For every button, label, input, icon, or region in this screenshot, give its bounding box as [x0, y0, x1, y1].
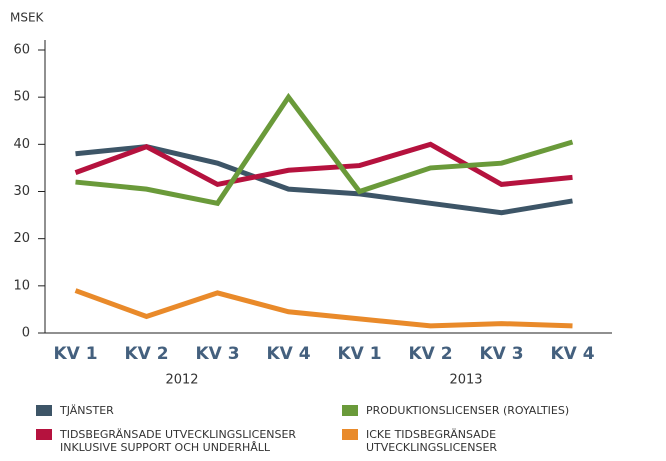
series-line	[74, 141, 573, 188]
x-tick-label: KV 2	[124, 344, 168, 364]
legend-item: TIDSBEGRÄNSADE UTVECKLINGSLICENSER INKLU…	[36, 428, 322, 454]
legend-label: TJÄNSTER	[60, 404, 114, 417]
y-tick-label: 60	[13, 43, 30, 58]
series-line	[74, 288, 573, 329]
series-line	[75, 144, 573, 216]
y-tick-label: 10	[13, 278, 30, 293]
x-tick-label: KV 2	[408, 344, 452, 364]
legend-swatch	[36, 429, 52, 440]
legend-item: ICKE TIDSBEGRÄNSADE UTVECKLINGSLICENSER	[342, 428, 628, 454]
y-tick-label: 0	[22, 326, 30, 341]
legend-label: ICKE TIDSBEGRÄNSADE UTVECKLINGSLICENSER	[366, 428, 498, 454]
y-axis-label: MSEK	[10, 11, 45, 25]
y-tick-label: 30	[13, 184, 30, 199]
legend-label: PRODUKTIONSLICENSER (ROYALTIES)	[366, 404, 570, 417]
group-label: 2012	[165, 373, 198, 388]
legend-item: PRODUKTIONSLICENSER (ROYALTIES)	[342, 404, 628, 417]
series-line	[75, 92, 574, 207]
x-tick-label: KV 1	[337, 344, 381, 364]
y-tick-label: 50	[13, 90, 30, 105]
x-tick-label: KV 1	[53, 344, 97, 364]
x-tick-label: KV 4	[266, 344, 310, 364]
chart: MSEK 0 10 20 30 40 50 60 KV 1 KV 2 KV 3 KV 4 KV 1 KV…	[10, 11, 612, 388]
x-tick-label: KV 3	[195, 344, 239, 364]
y-tick-label: 40	[13, 137, 30, 152]
legend-swatch	[36, 405, 52, 416]
group-label: 2013	[449, 373, 482, 388]
legend-swatch	[342, 405, 358, 416]
x-tick-label: KV 4	[550, 344, 594, 364]
legend-label: TIDSBEGRÄNSADE UTVECKLINGSLICENSER INKLU…	[60, 428, 297, 454]
x-tick-label: KV 3	[479, 344, 523, 364]
legend-item: TJÄNSTER	[36, 404, 322, 417]
y-tick-label: 20	[13, 231, 30, 246]
legend-swatch	[342, 429, 358, 440]
